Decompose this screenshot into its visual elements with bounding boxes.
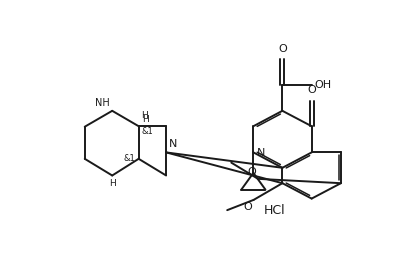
Text: O: O <box>307 85 316 95</box>
Text: &1: &1 <box>142 127 154 136</box>
Text: &1: &1 <box>123 154 135 163</box>
Text: N: N <box>257 148 266 158</box>
Text: HCl: HCl <box>264 204 285 217</box>
Text: H: H <box>109 179 116 188</box>
Text: O: O <box>248 167 256 177</box>
Text: H: H <box>142 115 148 124</box>
Text: N: N <box>168 139 177 149</box>
Text: O: O <box>243 202 252 212</box>
Text: NH: NH <box>95 98 110 108</box>
Text: O: O <box>278 44 287 54</box>
Text: H: H <box>141 111 148 120</box>
Text: OH: OH <box>314 80 331 90</box>
